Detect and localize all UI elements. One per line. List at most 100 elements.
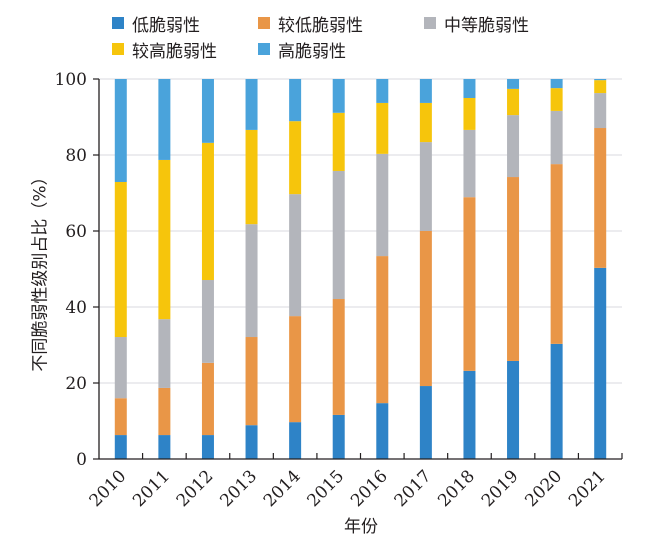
- bar-segment-2013-3: [245, 129, 258, 225]
- legend-row-2: 较高脆弱性 高脆弱性: [112, 36, 572, 62]
- bar-segment-2020-4: [550, 79, 563, 89]
- legend-swatch-high: [258, 43, 270, 55]
- legend-label-higher: 较高脆弱性: [132, 41, 217, 62]
- bar-segment-2016-1: [376, 256, 389, 404]
- y-tick-label-60: 60: [65, 222, 87, 242]
- gridlines: [99, 78, 622, 384]
- x-tick-label-2018: 2018: [434, 466, 479, 511]
- bar-segment-2019-0: [507, 360, 520, 459]
- x-tick-label-2010: 2010: [86, 466, 131, 511]
- bar-segment-2011-4: [158, 79, 171, 160]
- bar-segment-2020-3: [550, 88, 563, 111]
- bar-group-2021: [594, 79, 607, 459]
- legend-row-1: 低脆弱性 较低脆弱性 中等脆弱性: [112, 10, 572, 36]
- bar-segment-2017-0: [419, 386, 432, 459]
- legend-swatch-lower: [258, 17, 270, 29]
- x-tick-labels: 2010201120122013201420152016201720182019…: [86, 466, 610, 511]
- bar-segment-2018-3: [463, 98, 476, 130]
- bar-segment-2015-3: [332, 112, 345, 171]
- bar-segment-2021-3: [594, 80, 607, 94]
- legend: 低脆弱性 较低脆弱性 中等脆弱性 较高脆弱性 高脆弱性: [112, 10, 572, 62]
- x-tick-label-2021: 2021: [565, 466, 610, 511]
- bar-group-2019: [507, 79, 520, 459]
- bar-segment-2013-0: [245, 425, 258, 459]
- legend-item-higher: 较高脆弱性: [112, 37, 240, 62]
- bar-segment-2014-4: [289, 79, 302, 122]
- legend-label-medium: 中等脆弱性: [444, 15, 529, 36]
- bar-segment-2018-4: [463, 79, 476, 98]
- bar-segment-2016-2: [376, 153, 389, 257]
- x-tick-label-2014: 2014: [260, 466, 305, 511]
- bar-group-2015: [332, 79, 345, 459]
- y-tick-label-40: 40: [65, 298, 87, 318]
- x-tick-label-2015: 2015: [304, 466, 349, 511]
- bar-segment-2011-3: [158, 159, 171, 320]
- bar-segment-2010-4: [114, 79, 127, 182]
- bar-segment-2018-1: [463, 197, 476, 371]
- bar-group-2010: [114, 79, 127, 459]
- bar-segment-2016-0: [376, 403, 389, 459]
- bar-segment-2018-2: [463, 129, 476, 198]
- bar-segment-2020-0: [550, 343, 563, 459]
- bar-segment-2016-4: [376, 79, 389, 103]
- legend-swatch-low: [112, 17, 124, 29]
- bar-segment-2014-2: [289, 194, 302, 317]
- legend-item-high: 高脆弱性: [258, 37, 346, 62]
- bar-segment-2014-1: [289, 316, 302, 423]
- legend-item-medium: 中等脆弱性: [424, 11, 529, 36]
- bar-segment-2020-1: [550, 164, 563, 344]
- bar-group-2013: [245, 79, 258, 459]
- bar-segment-2021-4: [594, 79, 607, 81]
- bar-segment-2011-2: [158, 319, 171, 388]
- y-axis-label: 不同脆弱性级别占比（%）: [30, 168, 51, 372]
- bar-segment-2021-0: [594, 267, 607, 459]
- y-tick-label-100: 100: [55, 70, 87, 90]
- x-tick-label-2013: 2013: [216, 466, 261, 511]
- bar-segment-2015-0: [332, 414, 345, 459]
- bar-segment-2017-1: [419, 231, 432, 387]
- bar-segment-2018-0: [463, 370, 476, 459]
- bar-segment-2010-2: [114, 337, 127, 399]
- legend-label-low: 低脆弱性: [132, 15, 200, 36]
- bar-segment-2014-0: [289, 422, 302, 459]
- bar-group-2020: [550, 79, 563, 459]
- bar-segment-2014-3: [289, 121, 302, 195]
- bar-segment-2013-4: [245, 79, 258, 130]
- legend-item-low: 低脆弱性: [112, 11, 240, 36]
- bar-segment-2012-3: [201, 142, 214, 281]
- y-tick-labels: 0 20 40 60 80 100: [55, 70, 87, 470]
- y-tick-label-80: 80: [65, 146, 87, 166]
- legend-label-lower: 较低脆弱性: [278, 15, 363, 36]
- axes: [93, 78, 623, 460]
- bar-segment-2011-1: [158, 387, 171, 436]
- bar-group-2016: [376, 79, 389, 459]
- bar-group-2014: [289, 79, 302, 459]
- legend-label-high: 高脆弱性: [278, 41, 346, 62]
- bar-segment-2021-2: [594, 93, 607, 129]
- bar-segment-2019-3: [507, 88, 520, 116]
- x-tick-label-2011: 2011: [129, 466, 174, 511]
- bar-group-2017: [419, 79, 432, 459]
- bar-segment-2015-1: [332, 299, 345, 415]
- legend-swatch-higher: [112, 43, 124, 55]
- legend-swatch-medium: [424, 17, 436, 29]
- legend-item-lower: 较低脆弱性: [258, 11, 406, 36]
- bar-segment-2012-2: [201, 280, 214, 363]
- bar-segment-2019-2: [507, 115, 520, 178]
- y-tick-label-0: 0: [76, 450, 87, 470]
- bar-segment-2013-1: [245, 337, 258, 426]
- x-tick-label-2017: 2017: [391, 466, 436, 511]
- bar-segment-2011-0: [158, 435, 171, 459]
- bars: [114, 79, 607, 459]
- bar-segment-2017-2: [419, 142, 432, 231]
- bar-segment-2017-4: [419, 79, 432, 103]
- bar-segment-2012-0: [201, 435, 214, 459]
- bar-segment-2020-2: [550, 110, 563, 165]
- bar-segment-2010-1: [114, 398, 127, 436]
- bar-segment-2017-3: [419, 102, 432, 143]
- x-tick-label-2012: 2012: [173, 466, 218, 511]
- bar-segment-2015-4: [332, 79, 345, 113]
- bar-segment-2019-1: [507, 177, 520, 361]
- bar-group-2012: [201, 79, 214, 459]
- x-tick-label-2019: 2019: [478, 466, 523, 511]
